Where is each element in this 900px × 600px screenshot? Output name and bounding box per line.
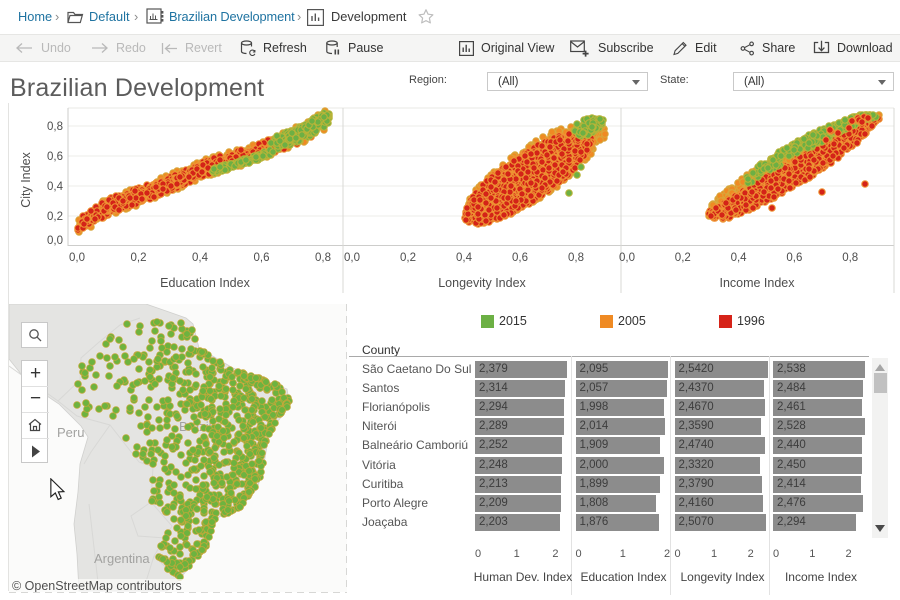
svg-text:Education Index: Education Index [160, 276, 250, 290]
svg-text:0,4: 0,4 [192, 252, 209, 264]
svg-text:0,0: 0,0 [344, 252, 360, 264]
svg-text:0,0: 0,0 [69, 252, 85, 264]
svg-text:0,4: 0,4 [456, 252, 473, 264]
svg-text:0,0: 0,0 [619, 252, 635, 264]
svg-text:0,4: 0,4 [731, 252, 748, 264]
svg-text:0,6: 0,6 [254, 252, 270, 264]
svg-text:0,0: 0,0 [47, 235, 63, 247]
svg-text:0,2: 0,2 [47, 211, 63, 223]
svg-text:0,6: 0,6 [47, 151, 63, 163]
svg-text:0,2: 0,2 [400, 252, 416, 264]
svg-text:0,4: 0,4 [47, 181, 64, 193]
svg-text:City Index: City Index [19, 151, 33, 207]
svg-text:0,6: 0,6 [786, 252, 802, 264]
svg-text:Income Index: Income Index [719, 276, 795, 290]
svg-text:0,8: 0,8 [568, 252, 584, 264]
svg-text:0,2: 0,2 [131, 252, 147, 264]
svg-text:Longevity Index: Longevity Index [438, 276, 526, 290]
svg-text:0,2: 0,2 [675, 252, 691, 264]
svg-text:0,8: 0,8 [47, 121, 63, 133]
svg-text:0,6: 0,6 [512, 252, 528, 264]
svg-text:0,8: 0,8 [315, 252, 331, 264]
svg-text:0,8: 0,8 [842, 252, 858, 264]
